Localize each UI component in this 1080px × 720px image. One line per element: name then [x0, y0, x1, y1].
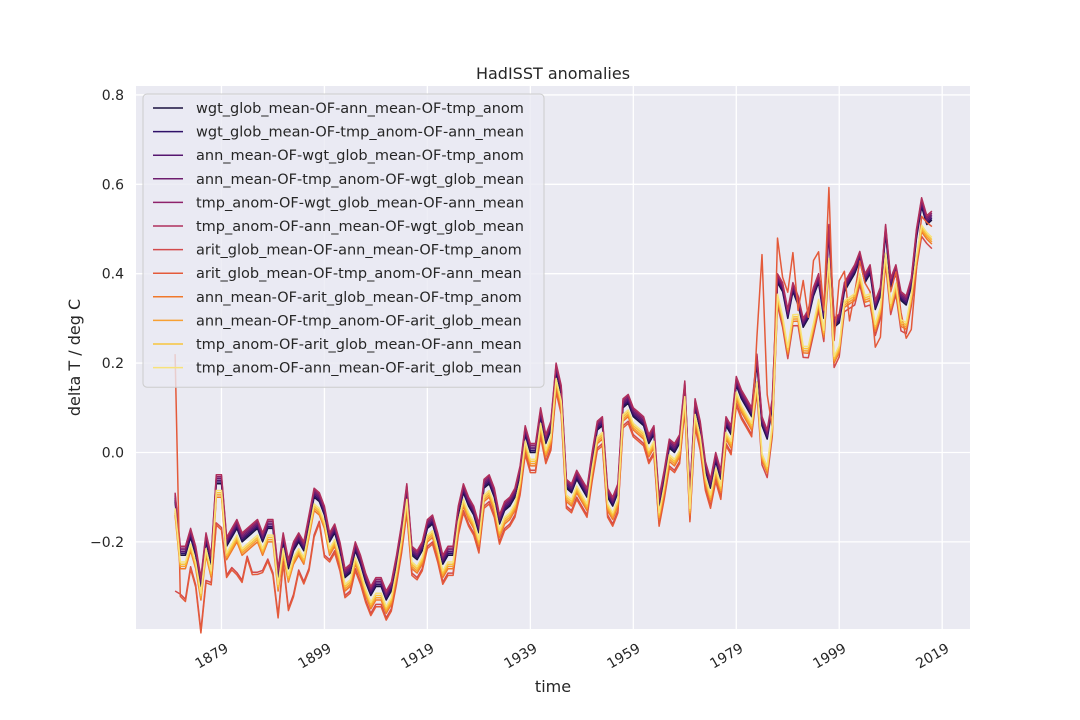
- y-axis-label: delta T / deg C: [65, 299, 84, 416]
- legend-entry: ann_mean-OF-arit_glob_mean-OF-tmp_anom: [196, 290, 522, 306]
- legend-entry: wgt_glob_mean-OF-tmp_anom-OF-ann_mean: [196, 125, 524, 141]
- series-layer: [174, 186, 933, 634]
- series-line: [174, 196, 933, 592]
- series-line: [174, 224, 933, 608]
- x-tick-label: 1959: [604, 641, 643, 673]
- x-tick-label: 1999: [810, 641, 849, 673]
- x-tick-label: 1939: [501, 641, 540, 673]
- legend-entry: arit_glob_mean-OF-ann_mean-OF-tmp_anom: [196, 243, 522, 259]
- legend-entry: ann_mean-OF-tmp_anom-OF-arit_glob_mean: [196, 313, 522, 329]
- x-tick-label: 1899: [296, 641, 335, 673]
- legend-entry: ann_mean-OF-wgt_glob_mean-OF-tmp_anom: [196, 148, 524, 164]
- x-tick-label: 2019: [913, 641, 952, 673]
- x-tick-label: 1979: [707, 641, 746, 673]
- legend-entry: arit_glob_mean-OF-tmp_anom-OF-ann_mean: [196, 266, 522, 282]
- y-tick-label: 0.2: [102, 356, 124, 372]
- legend: wgt_glob_mean-OF-ann_mean-OF-tmp_anomwgt…: [142, 93, 545, 388]
- legend-box: [142, 93, 545, 388]
- x-axis-ticks: 1879 1899 1919 1939 1959 1979 1999 2019: [193, 641, 953, 673]
- legend-entry: wgt_glob_mean-OF-ann_mean-OF-tmp_anom: [196, 101, 524, 117]
- x-tick-label: 1919: [399, 641, 438, 673]
- legend-entry: ann_mean-OF-tmp_anom-OF-wgt_glob_mean: [196, 172, 524, 188]
- legend-entry: tmp_anom-OF-ann_mean-OF-wgt_glob_mean: [196, 219, 524, 235]
- legend-entry: tmp_anom-OF-wgt_glob_mean-OF-ann_mean: [196, 195, 524, 211]
- y-tick-label: 0.6: [102, 177, 124, 193]
- x-tick-label: 1879: [193, 641, 232, 673]
- y-tick-label: −0.2: [90, 535, 124, 551]
- y-tick-label: 0.4: [102, 267, 124, 283]
- chart-title: HadISST anomalies: [476, 64, 630, 83]
- y-tick-label: 0.0: [102, 445, 124, 461]
- y-axis-ticks: −0.2 0.0 0.2 0.4 0.6 0.8: [90, 88, 124, 551]
- x-axis-label: time: [535, 677, 571, 696]
- legend-entry: tmp_anom-OF-arit_glob_mean-OF-ann_mean: [196, 337, 522, 353]
- legend-entry: tmp_anom-OF-ann_mean-OF-arit_glob_mean: [196, 361, 522, 377]
- y-tick-label: 0.8: [102, 88, 124, 104]
